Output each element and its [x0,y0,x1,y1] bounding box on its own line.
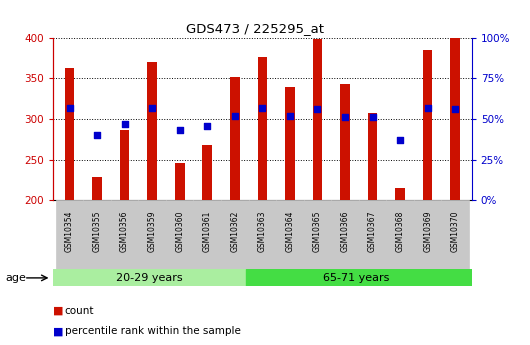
Text: GSM10369: GSM10369 [423,210,432,252]
Text: 20-29 years: 20-29 years [116,273,183,283]
Text: GSM10364: GSM10364 [285,210,294,252]
Bar [56,200,83,269]
Bar [65,68,74,200]
Text: GDS473 / 225295_at: GDS473 / 225295_at [186,22,323,36]
Text: GSM10361: GSM10361 [203,210,212,252]
Text: GSM10355: GSM10355 [93,210,102,252]
Point [341,115,349,120]
Bar [276,200,304,269]
Text: 65-71 years: 65-71 years [323,273,389,283]
Text: GSM10356: GSM10356 [120,210,129,252]
Bar [92,177,102,200]
Bar [414,200,441,269]
Bar [249,200,276,269]
Point [203,123,211,128]
Text: GSM10362: GSM10362 [231,210,240,252]
Bar [368,114,377,200]
Text: GSM10354: GSM10354 [65,210,74,252]
Bar [120,130,129,200]
Bar [53,269,246,286]
Bar [313,39,322,200]
Point [368,115,377,120]
Bar [221,200,249,269]
Point [258,105,267,110]
Bar [166,200,193,269]
Text: age: age [5,273,26,283]
Bar [246,269,472,286]
Point [93,132,101,138]
Point [65,105,74,110]
Bar [111,200,138,269]
Point [286,113,294,119]
Point [313,107,322,112]
Bar [175,163,184,200]
Bar [138,200,166,269]
Text: GSM10368: GSM10368 [395,210,404,252]
Text: GSM10365: GSM10365 [313,210,322,252]
Text: percentile rank within the sample: percentile rank within the sample [65,326,241,336]
Bar [147,62,157,200]
Text: GSM10366: GSM10366 [340,210,349,252]
Bar [386,200,414,269]
Text: GSM10370: GSM10370 [450,210,460,252]
Bar [285,87,295,200]
Text: count: count [65,306,94,315]
Point [148,105,156,110]
Bar [230,77,240,200]
Point [423,105,432,110]
Bar [450,38,460,200]
Bar [359,200,386,269]
Bar [423,50,432,200]
Text: GSM10359: GSM10359 [148,210,157,252]
Text: GSM10367: GSM10367 [368,210,377,252]
Bar [193,200,221,269]
Text: GSM10360: GSM10360 [175,210,184,252]
Bar [304,200,331,269]
Text: ■: ■ [53,326,64,336]
Bar [331,200,359,269]
Point [396,137,404,143]
Bar [441,200,469,269]
Bar [340,84,350,200]
Bar [258,57,267,200]
Text: ■: ■ [53,306,64,315]
Point [231,113,239,119]
Bar [83,200,111,269]
Point [451,107,460,112]
Point [175,128,184,133]
Bar [395,188,405,200]
Bar [202,145,212,200]
Point [120,121,129,127]
Text: GSM10363: GSM10363 [258,210,267,252]
